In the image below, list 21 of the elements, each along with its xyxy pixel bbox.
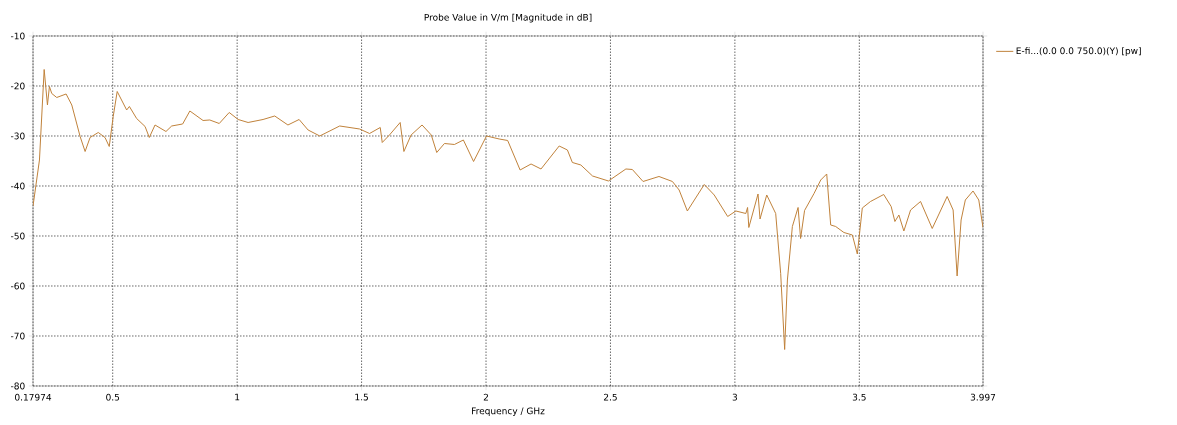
x-tick-label: 3.997 — [970, 393, 996, 401]
legend-label: E-fi...(0.0 0.0 750.0)(Y) [pw] — [1016, 47, 1141, 56]
x-tick-label: 3.5 — [852, 393, 866, 401]
y-tick-label: -70 — [10, 332, 25, 340]
x-tick-label: 0.17974 — [15, 393, 52, 401]
line-series — [33, 68, 983, 350]
x-tick-label: 2.5 — [603, 393, 617, 401]
x-tick-label: 0.5 — [106, 393, 120, 401]
y-tick-label: -30 — [10, 132, 25, 140]
y-tick-label: -80 — [10, 382, 25, 390]
y-tick-label: -20 — [10, 82, 25, 90]
y-tick-label: -50 — [10, 232, 25, 240]
y-tick-label: -10 — [10, 32, 25, 40]
x-tick-label: 3 — [732, 393, 738, 401]
chart-title: Probe Value in V/m [Magnitude in dB] — [424, 13, 592, 23]
y-tick-label: -60 — [10, 282, 25, 290]
y-tick-label: -40 — [10, 182, 25, 190]
x-tick-label: 1.5 — [355, 393, 368, 401]
x-axis-title: Frequency / GHz — [472, 407, 545, 416]
x-tick-label: 2 — [483, 393, 488, 401]
x-tick-label: 1 — [235, 393, 240, 401]
